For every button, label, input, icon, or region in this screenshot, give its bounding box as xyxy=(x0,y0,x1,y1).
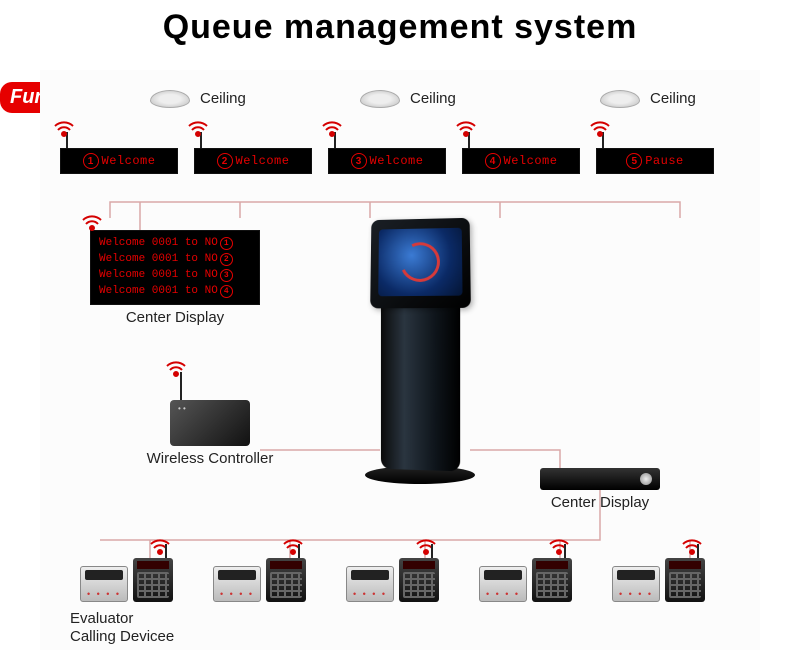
wifi-icon xyxy=(150,536,170,556)
page-title: Queue management system xyxy=(0,0,800,51)
led-panel-1-group: 1 Welcome xyxy=(60,148,178,174)
led-panel-text: Welcome xyxy=(370,154,424,168)
speaker-3 xyxy=(600,90,640,108)
calling-device-icon xyxy=(399,558,439,602)
led-panel-text: Welcome xyxy=(102,154,156,168)
evaluator-icon xyxy=(80,566,128,602)
wifi-icon xyxy=(283,536,303,556)
wifi-icon xyxy=(82,212,102,232)
evaluator-icon xyxy=(479,566,527,602)
speaker-icon xyxy=(360,90,400,108)
device-pair xyxy=(479,558,572,602)
wifi-icon xyxy=(54,118,74,138)
bottom-label-line2: Calling Devicee xyxy=(70,628,174,646)
led-panel-number: 5 xyxy=(626,153,642,169)
led-panel-4: 4 Welcome xyxy=(462,148,580,174)
led-panel-number: 2 xyxy=(217,153,233,169)
center-display-line: Welcome 0001 to NO3 xyxy=(99,269,251,282)
led-panel-number: 3 xyxy=(351,153,367,169)
receiver-group: Center Display xyxy=(540,468,660,511)
kiosk xyxy=(360,220,480,480)
speaker-icon xyxy=(600,90,640,108)
evaluator-icon xyxy=(213,566,261,602)
calling-device-icon xyxy=(665,558,705,602)
led-panel-3: 3 Welcome xyxy=(328,148,446,174)
kiosk-screen-icon xyxy=(378,228,462,297)
receiver-label: Center Display xyxy=(540,494,660,511)
receiver-icon xyxy=(540,468,660,490)
led-panel-3-group: 3 Welcome xyxy=(328,148,446,174)
evaluator-icon xyxy=(612,566,660,602)
diagram-canvas: Ceiling Ceiling Ceiling 1 Welcome 2 Welc… xyxy=(40,70,760,650)
wifi-icon xyxy=(456,118,476,138)
speaker-1-label: Ceiling xyxy=(200,90,246,107)
center-display-panel: Welcome 0001 to NO1 Welcome 0001 to NO2 … xyxy=(90,230,260,305)
led-panel-2-group: 2 Welcome xyxy=(194,148,312,174)
bottom-devices-label: Evaluator Calling Devicee xyxy=(70,610,174,646)
led-panel-text: Welcome xyxy=(504,154,558,168)
led-panel-text: Welcome xyxy=(236,154,290,168)
wifi-icon xyxy=(188,118,208,138)
center-display-line: Welcome 0001 to NO1 xyxy=(99,237,251,250)
led-panel-4-group: 4 Welcome xyxy=(462,148,580,174)
wifi-icon xyxy=(549,536,569,556)
wireless-controller-label: Wireless Controller xyxy=(140,450,280,467)
center-display-line: Welcome 0001 to NO4 xyxy=(99,285,251,298)
speaker-icon xyxy=(150,90,190,108)
speaker-1 xyxy=(150,90,190,108)
wifi-icon xyxy=(682,536,702,556)
led-panel-text: Pause xyxy=(645,154,684,168)
evaluator-icon xyxy=(346,566,394,602)
led-panel-number: 1 xyxy=(83,153,99,169)
speaker-3-label: Ceiling xyxy=(650,90,696,107)
led-panel-5: 5 Pause xyxy=(596,148,714,174)
led-panel-2: 2 Welcome xyxy=(194,148,312,174)
led-panel-1: 1 Welcome xyxy=(60,148,178,174)
calling-device-icon xyxy=(532,558,572,602)
wifi-icon xyxy=(322,118,342,138)
device-pair xyxy=(80,558,173,602)
led-panel-5-group: 5 Pause xyxy=(596,148,714,174)
wireless-controller-group: Wireless Controller xyxy=(170,400,280,467)
device-pair xyxy=(346,558,439,602)
wifi-icon xyxy=(166,358,186,378)
wifi-icon xyxy=(590,118,610,138)
center-display-line: Welcome 0001 to NO2 xyxy=(99,253,251,266)
bottom-label-line1: Evaluator xyxy=(70,610,174,628)
wifi-icon xyxy=(416,536,436,556)
wireless-controller-icon xyxy=(170,400,250,446)
center-display-label: Center Display xyxy=(90,309,260,326)
speaker-2 xyxy=(360,90,400,108)
device-pair xyxy=(612,558,705,602)
calling-device-icon xyxy=(133,558,173,602)
speaker-2-label: Ceiling xyxy=(410,90,456,107)
led-panel-number: 4 xyxy=(485,153,501,169)
device-pair xyxy=(213,558,306,602)
center-display-group: Welcome 0001 to NO1 Welcome 0001 to NO2 … xyxy=(90,230,260,326)
calling-device-icon xyxy=(266,558,306,602)
